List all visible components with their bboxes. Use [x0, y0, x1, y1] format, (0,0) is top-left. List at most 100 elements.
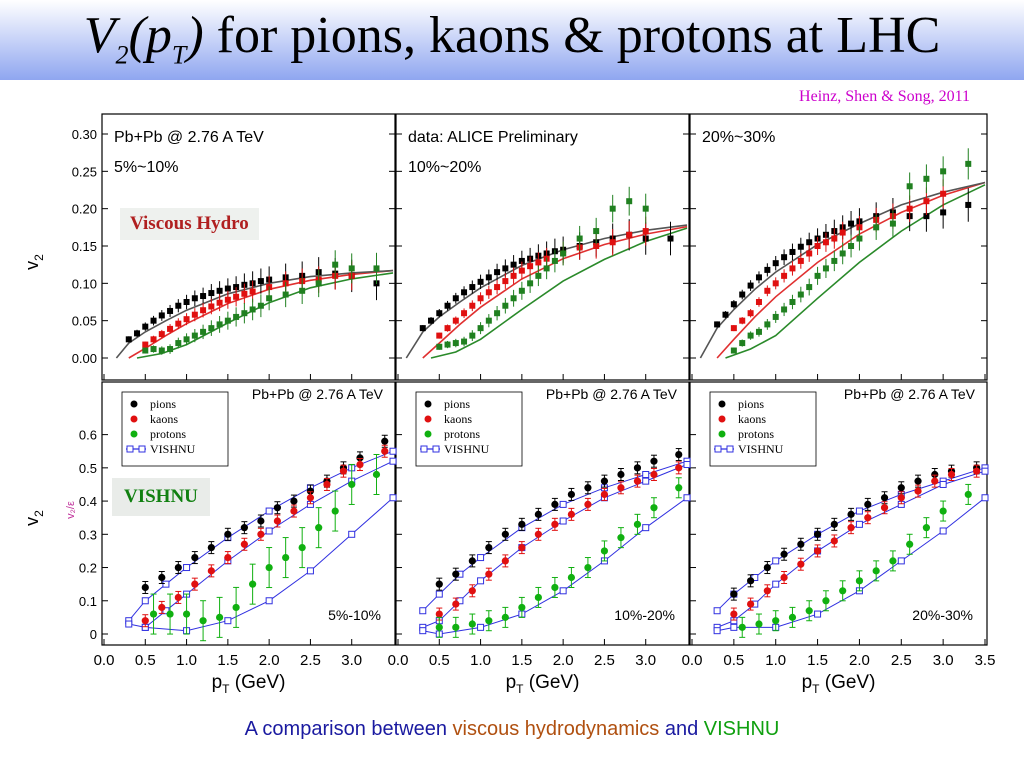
data-point-kaons	[207, 567, 215, 575]
x-tick-label: 1.5	[511, 652, 532, 669]
data-point-kaons	[461, 310, 468, 317]
data-point-pions	[806, 239, 813, 246]
panel-frame	[395, 113, 690, 381]
data-point-protons	[964, 490, 972, 499]
panel-label: Pb+Pb @ 2.76 A TeV	[114, 129, 264, 146]
data-point-kaons	[973, 467, 981, 475]
x-tick-label: 0.0	[94, 652, 115, 669]
data-point-pions	[880, 494, 889, 502]
x-tick-label: 1.0	[470, 652, 491, 669]
vishnu-marker-kaons	[981, 467, 989, 475]
y-tick-label-bottom: 0	[90, 627, 97, 642]
vishnu-marker-protons	[306, 567, 314, 575]
x-tick-label: 1.0	[176, 652, 197, 669]
data-point-kaons	[249, 288, 256, 295]
data-point-pions	[931, 470, 939, 479]
data-point-kaons	[435, 610, 443, 618]
data-point-protons	[331, 507, 339, 515]
x-tick-label: 3.0	[933, 652, 954, 669]
legend-label-pions: pions	[738, 397, 764, 411]
data-point-pions	[722, 311, 729, 318]
data-point-pions	[290, 497, 298, 505]
data-point-pions	[208, 290, 215, 297]
data-point-protons	[183, 336, 190, 343]
panel-label: 5%~10%	[114, 159, 179, 176]
data-point-kaons	[923, 198, 930, 205]
data-point-kaons	[747, 600, 755, 608]
data-point-protons	[167, 346, 174, 353]
legend-marker-vishnu	[420, 445, 428, 453]
data-point-kaons	[880, 504, 889, 512]
data-point-pions	[584, 484, 592, 492]
data-point-protons	[584, 563, 592, 572]
data-point-pions	[667, 235, 674, 242]
data-point-kaons	[551, 520, 559, 528]
data-point-kaons	[567, 510, 576, 518]
data-point-kaons	[584, 500, 592, 508]
data-point-protons	[814, 272, 821, 279]
data-point-protons	[755, 328, 762, 335]
data-point-kaons	[806, 250, 813, 257]
data-point-kaons	[864, 514, 872, 522]
data-point-kaons	[167, 325, 174, 332]
data-point-pions	[739, 291, 746, 298]
y-axis-label-sub: 2	[32, 510, 46, 517]
data-point-protons	[535, 272, 542, 279]
data-point-kaons	[755, 299, 762, 305]
legend-label-protons: protons	[444, 427, 480, 441]
data-point-pions	[141, 583, 149, 592]
data-point-protons	[642, 205, 649, 212]
data-point-protons	[806, 284, 813, 291]
data-point-pions	[191, 295, 198, 302]
data-point-pions	[183, 299, 190, 305]
comparison-figure: 0.00 0.05 0.10 0.15 0.20 0.25 0.30 0 0.1 0.2 0.3 0.…	[22, 113, 995, 696]
data-point-pions	[797, 540, 805, 548]
y-tick-label-top: 0.15	[72, 239, 97, 254]
data-point-protons	[560, 250, 567, 257]
data-point-kaons	[183, 316, 190, 323]
vishnu-marker-kaons	[265, 527, 273, 535]
legend-marker-vishnu	[126, 445, 134, 453]
y-axis-label: v2	[22, 254, 46, 270]
data-point-kaons	[931, 477, 939, 485]
y-tick-label-bottom: 0.2	[79, 561, 97, 576]
data-point-kaons	[897, 494, 905, 502]
y-tick-label-bottom: 0.4	[79, 494, 97, 509]
vishnu-marker-protons	[348, 530, 356, 538]
vishnu-marker-kaons	[855, 520, 863, 528]
data-point-kaons	[534, 530, 542, 538]
vishnu-marker-protons	[419, 627, 427, 635]
vishnu-marker-pions	[265, 507, 273, 515]
y-tick-label-top: 0.05	[72, 314, 97, 329]
data-point-pions	[633, 464, 642, 472]
x-tick-label: 2.5	[594, 652, 615, 669]
x-tick-label: 1.0	[765, 652, 786, 669]
data-point-protons	[543, 265, 550, 272]
data-point-pions	[468, 557, 476, 565]
caption-and: and	[659, 718, 704, 740]
data-point-kaons	[906, 205, 913, 212]
data-point-pions	[477, 278, 484, 285]
vishnu-marker-pions	[855, 507, 863, 515]
data-point-kaons	[813, 547, 822, 555]
y-tick-label-top: 0.25	[72, 164, 97, 179]
panel-label: Pb+Pb @ 2.76 A TeV	[546, 386, 678, 402]
x-tick-label: 1.5	[217, 652, 238, 669]
data-point-protons	[348, 265, 355, 272]
y-tick-label-top: 0.00	[72, 351, 97, 366]
data-point-kaons	[485, 289, 492, 296]
data-point-protons	[510, 295, 517, 302]
data-point-pions	[502, 265, 509, 272]
data-point-protons	[332, 261, 339, 268]
data-point-protons	[848, 243, 855, 249]
x-tick-label: 1.5	[807, 652, 828, 669]
title-band	[0, 0, 1024, 80]
data-point-protons	[315, 524, 323, 532]
data-point-protons	[477, 325, 484, 332]
data-point-pions	[510, 261, 517, 268]
vishnu-marker-kaons	[683, 461, 691, 469]
data-point-pions	[435, 580, 443, 588]
data-point-protons	[372, 470, 381, 479]
vishnu-marker-kaons	[772, 580, 780, 588]
legend-label-kaons: kaons	[444, 412, 472, 426]
